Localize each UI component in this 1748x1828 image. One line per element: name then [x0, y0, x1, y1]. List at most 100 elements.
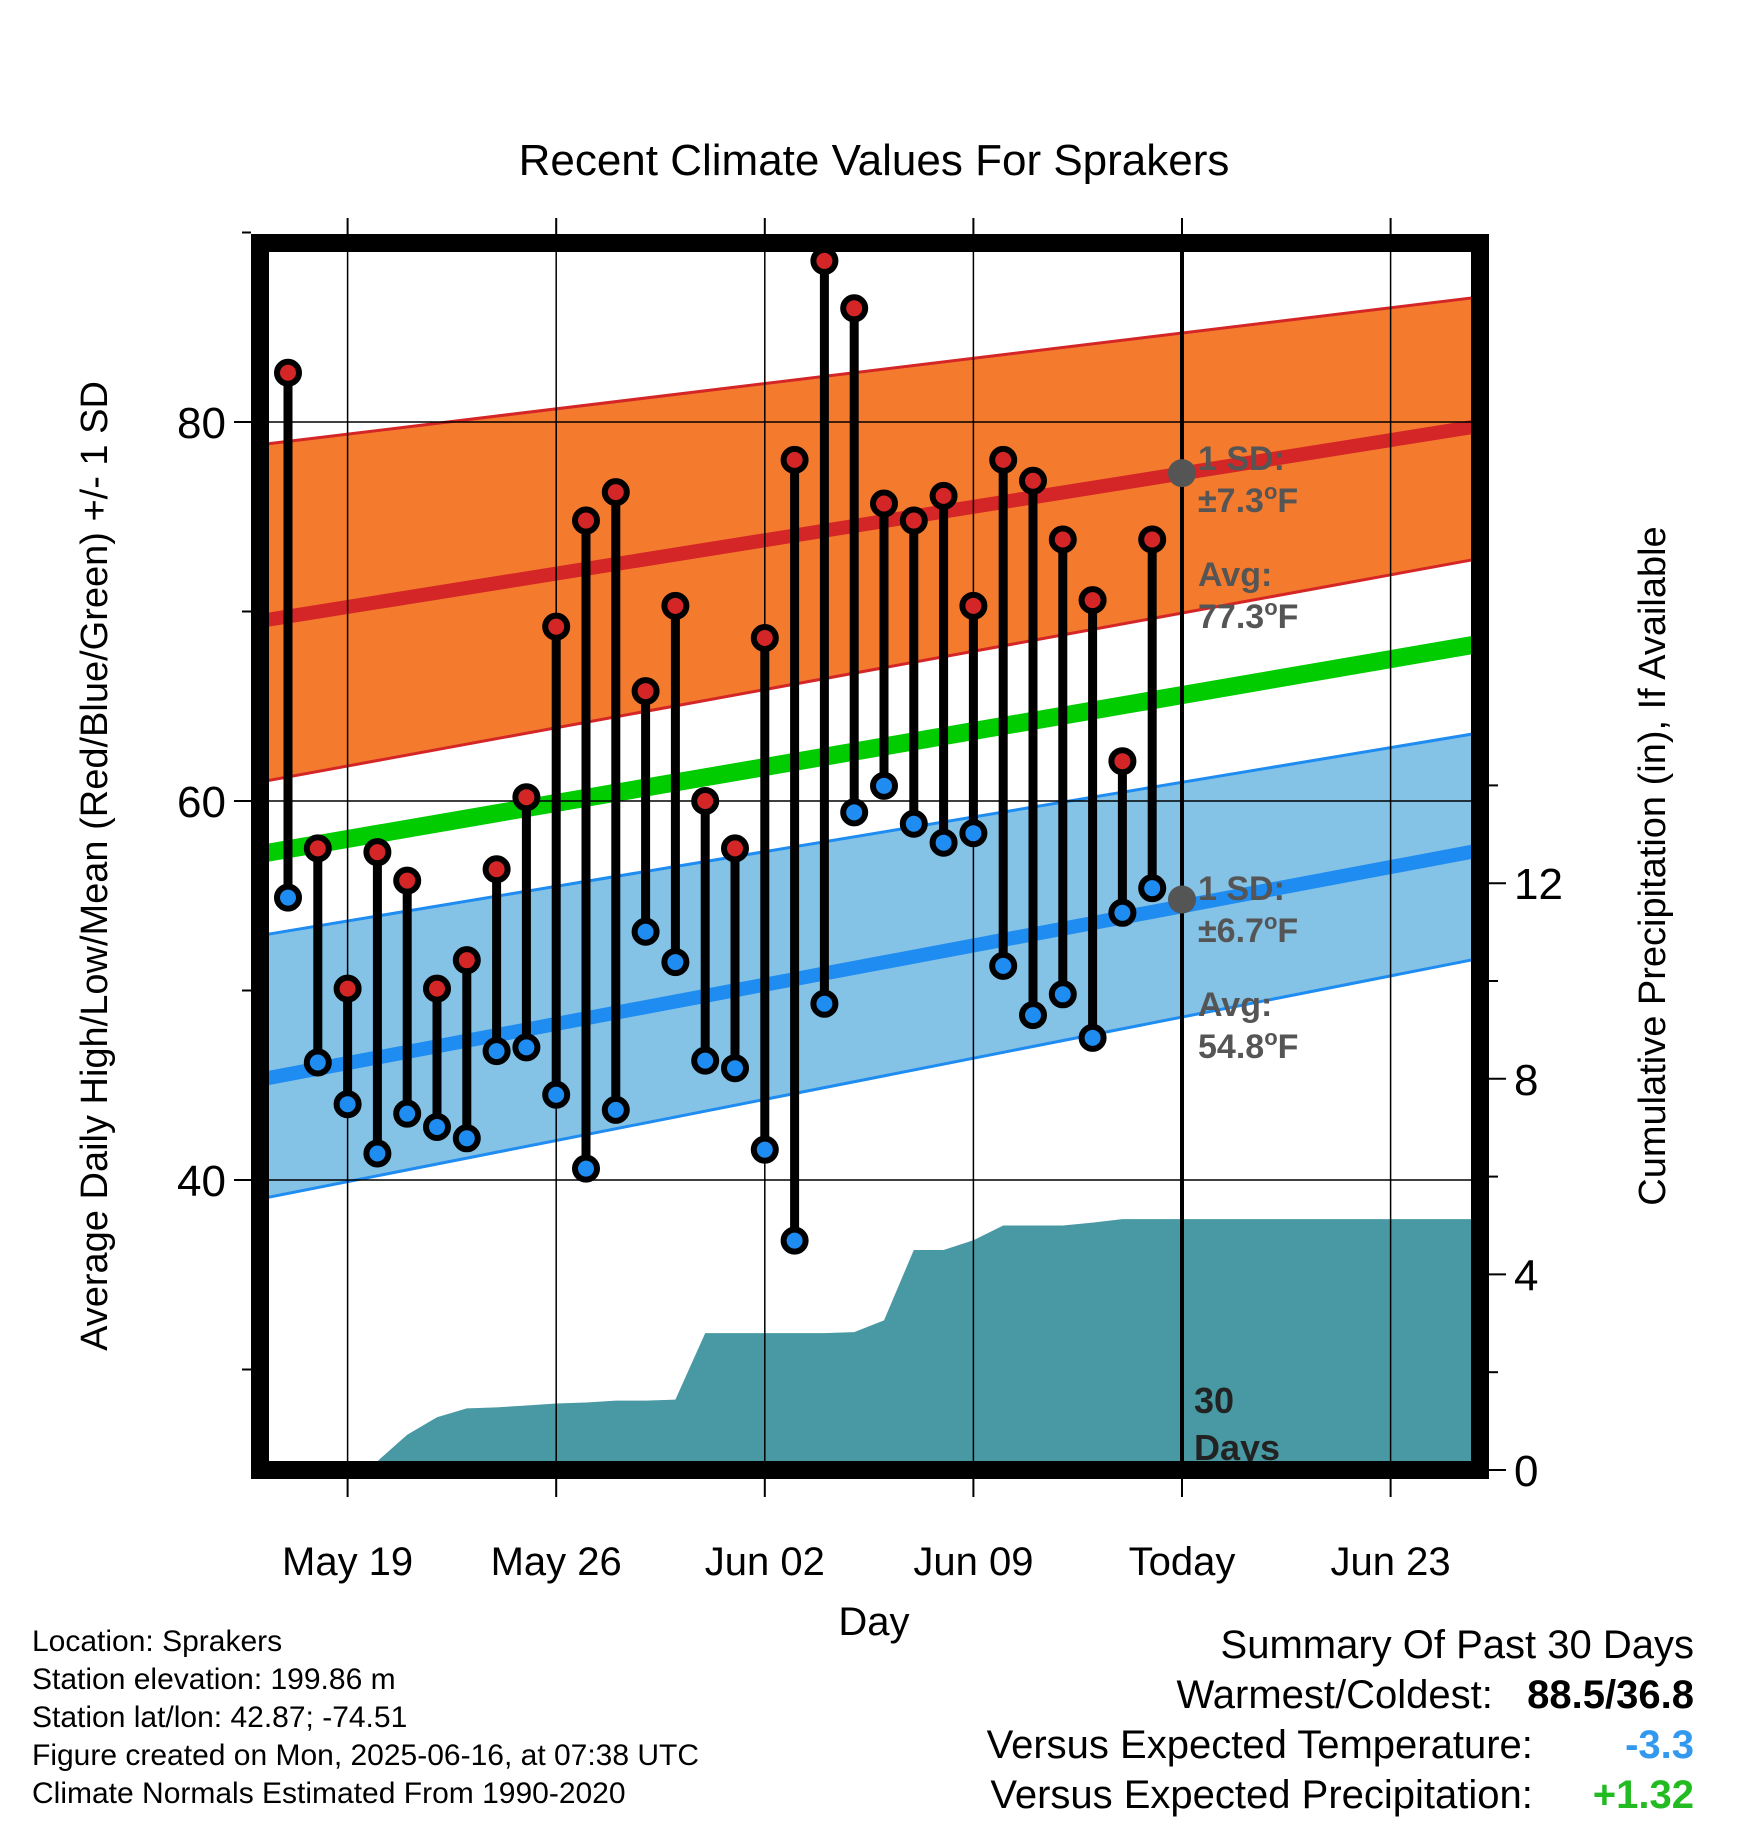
high-marker-15 [721, 834, 749, 863]
low-annotation-sd-title: 1 SD: [1198, 870, 1285, 908]
high-marker-20 [870, 489, 898, 518]
low-marker-3 [363, 1139, 392, 1168]
high-annotation-sd-value: ±7.3oF [1198, 479, 1298, 520]
high-annotation-avg-value-degree: o [1264, 595, 1277, 620]
x-tick-label-2: Jun 02 [705, 1540, 825, 1584]
precipitation-area-layer [260, 1219, 1480, 1470]
low-marker-6 [452, 1124, 481, 1153]
low-marker-11 [601, 1095, 630, 1124]
high-sd-band [260, 296, 1480, 783]
high-avg-line [258, 418, 1482, 628]
created-text: Figure created on Mon, 2025-06-16, at 07… [32, 1739, 700, 1772]
left-axis-label: Average Daily High/Low/Mean (Red/Blue/Gr… [74, 381, 116, 1351]
low-annotation-sd-value: ±6.7oF [1198, 909, 1298, 950]
summary-precip-row: Versus Expected Precipitation: +1.32 [987, 1770, 1694, 1820]
x-tick-label-3: Jun 09 [913, 1540, 1033, 1584]
elevation-text: Station elevation: 199.86 m [32, 1663, 396, 1696]
right-tick-label-0: 0 [1514, 1447, 1538, 1496]
low-marker-28 [1108, 898, 1137, 927]
low-sd-band-upper-edge [259, 731, 1481, 938]
left-tick-label-2: 80 [177, 399, 226, 448]
high-marker-8 [512, 783, 541, 812]
summary-title: Summary Of Past 30 Days [1220, 1623, 1694, 1667]
station-info: Location: Sprakers Station elevation: 19… [32, 1623, 699, 1813]
normals-text: Climate Normals Estimated From 1990-2020 [32, 1777, 626, 1810]
summary-temp-row: Versus Expected Temperature: -3.3 [987, 1720, 1694, 1770]
high-annotation-today-dot [1168, 459, 1196, 488]
low-annotation-today-dot [1168, 885, 1196, 914]
right-axis-label: Cumulative Precipitation (in), If Availa… [1632, 526, 1674, 1205]
low-annotation-avg-value-unit: F [1278, 1028, 1299, 1066]
high-marker-1 [303, 834, 332, 863]
summary-panel: Summary Of Past 30 Days Warmest/Coldest:… [987, 1620, 1694, 1820]
low-marker-22 [929, 828, 958, 857]
low-marker-14 [691, 1046, 720, 1075]
low-marker-4 [393, 1099, 422, 1128]
high-marker-16 [750, 624, 779, 653]
high-marker-13 [661, 591, 690, 620]
low-annotation-sd-value-value: ±6.7 [1198, 912, 1264, 950]
high-marker-25 [1019, 466, 1047, 495]
high-marker-24 [989, 445, 1018, 474]
left-tick-label-0: 40 [177, 1157, 226, 1206]
low-marker-17 [780, 1226, 809, 1255]
high-marker-22 [929, 481, 958, 510]
precipitation-area [260, 1219, 1480, 1470]
low-marker-16 [750, 1135, 779, 1164]
high-marker-4 [393, 866, 422, 895]
low-marker-29 [1138, 874, 1167, 903]
high-marker-12 [631, 677, 660, 706]
high-marker-18 [810, 246, 839, 275]
high-annotation-sd-value-unit: F [1277, 482, 1298, 520]
precip-label: Versus Expected Precipitation: [990, 1773, 1533, 1817]
low-marker-12 [631, 917, 660, 946]
low-marker-21 [899, 809, 928, 838]
precip-value: +1.32 [1592, 1773, 1694, 1817]
low-annotation-sd-value-degree: o [1264, 909, 1277, 934]
high-marker-3 [363, 838, 392, 867]
high-marker-19 [840, 294, 869, 323]
warmest-label: Warmest/Coldest: [1176, 1673, 1493, 1717]
right-tick-label-2: 8 [1514, 1056, 1538, 1105]
low-annotation-avg-title: Avg: [1198, 986, 1272, 1024]
low-marker-9 [542, 1080, 571, 1109]
low-marker-13 [661, 948, 690, 977]
low-marker-2 [333, 1090, 362, 1119]
temp-label: Versus Expected Temperature: [986, 1723, 1533, 1767]
axis-layer: 40 60 80 0 4 8 12 May 19 May 26 Jun 02 Jun 09 Today… [177, 218, 1563, 1584]
mean-line [258, 634, 1482, 863]
low-marker-23 [959, 819, 988, 848]
low-marker-27 [1078, 1023, 1107, 1052]
high-annotation-sd-value-value: ±7.3 [1198, 482, 1264, 520]
high-marker-23 [959, 591, 988, 620]
low-marker-7 [482, 1037, 511, 1066]
high-annotation-avg-value-unit: F [1278, 598, 1299, 636]
low-sd-band-lower-edge [259, 956, 1481, 1201]
low-marker-18 [810, 989, 839, 1018]
plot-border [251, 234, 1489, 1479]
low-marker-19 [840, 798, 869, 827]
chart-title: Recent Climate Values For Sprakers [519, 136, 1230, 185]
temp-value: -3.3 [1625, 1723, 1694, 1767]
location-text: Location: Sprakers [32, 1625, 283, 1658]
high-marker-9 [542, 612, 571, 641]
high-marker-7 [482, 855, 511, 884]
low-annotation-avg-value-value: 54.8 [1198, 1028, 1264, 1066]
low-marker-1 [303, 1048, 332, 1077]
daily-range-layer [274, 246, 1167, 1255]
high-annotation-avg-value: 77.3oF [1198, 595, 1298, 636]
high-marker-28 [1108, 747, 1137, 776]
low-marker-15 [721, 1054, 749, 1083]
high-marker-5 [423, 974, 451, 1003]
x-tick-label-5: Jun 23 [1331, 1540, 1451, 1584]
low-marker-5 [423, 1112, 451, 1141]
high-annotation-avg-value-value: 77.3 [1198, 598, 1264, 636]
high-annotation-sd-value-degree: o [1264, 479, 1277, 504]
low-marker-20 [870, 771, 898, 800]
high-marker-29 [1138, 525, 1167, 554]
high-marker-21 [899, 506, 928, 535]
high-annotation-avg-title: Avg: [1198, 556, 1272, 594]
high-marker-14 [691, 787, 720, 815]
high-marker-0 [274, 358, 302, 387]
x-tick-label-1: May 26 [491, 1540, 622, 1584]
